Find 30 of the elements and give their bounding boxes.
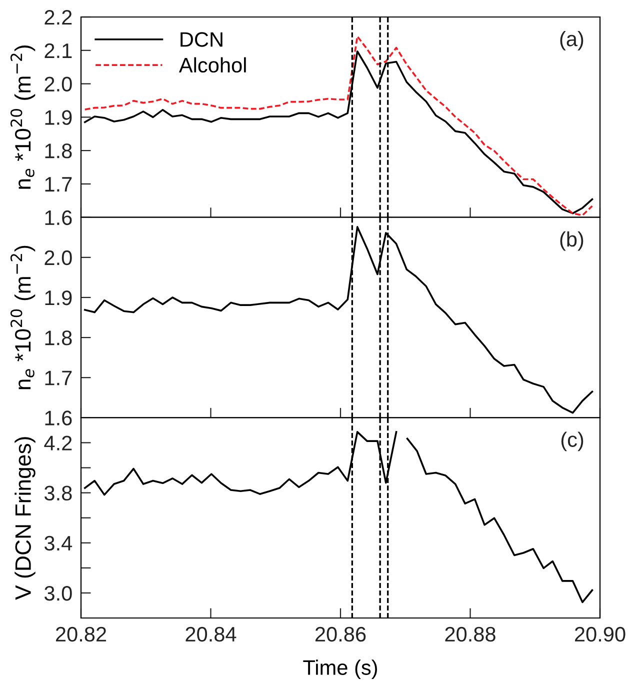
y-tick-label: 3.0 [44,586,72,601]
x-axis-title: Time (s) [303,660,378,680]
legend-label: DCN [180,32,222,47]
y-axis-title: n$_{e}$ *10$^{20}$ (m$^{−2}$) [10,246,36,390]
y-tick-label: 3.8 [44,486,72,501]
y-axis-title: n$_{e}$ *10$^{20}$ (m$^{−2}$) [10,46,36,189]
y-tick-label: 4.2 [44,436,72,450]
y-tick-label: 1.9 [45,110,72,125]
y-tick-label: 1.7 [45,177,72,192]
y-tick-label: 1.6 [45,210,72,226]
legend-label: Alcohol [178,57,246,73]
y-tick-label: 1.8 [45,330,72,346]
y-tick-label: 1.7 [45,370,72,386]
y-tick-label: 2.1 [44,43,72,58]
y-tick-label: 1.8 [45,144,72,158]
y-tick-label: 2.0 [44,76,72,92]
y-tick-label: 2.0 [44,250,72,266]
x-tick-label: 20.84 [186,626,236,642]
y-tick-label: 3.4 [44,536,72,551]
y-axis-title: V (DCN Fringes) [14,437,36,600]
x-tick-label: 20.88 [445,626,496,642]
y-tick-label: 1.9 [45,290,72,306]
x-tick-label: 20.90 [574,626,626,642]
annotation: (c) [561,432,584,452]
y-tick-label: 1.6 [45,410,72,426]
x-tick-label: 20.86 [315,626,366,642]
annotation: (b) [560,231,584,251]
x-tick-label: 20.82 [56,626,106,642]
y-tick-label: 2.2 [44,10,72,25]
annotation: (a) [560,31,584,50]
